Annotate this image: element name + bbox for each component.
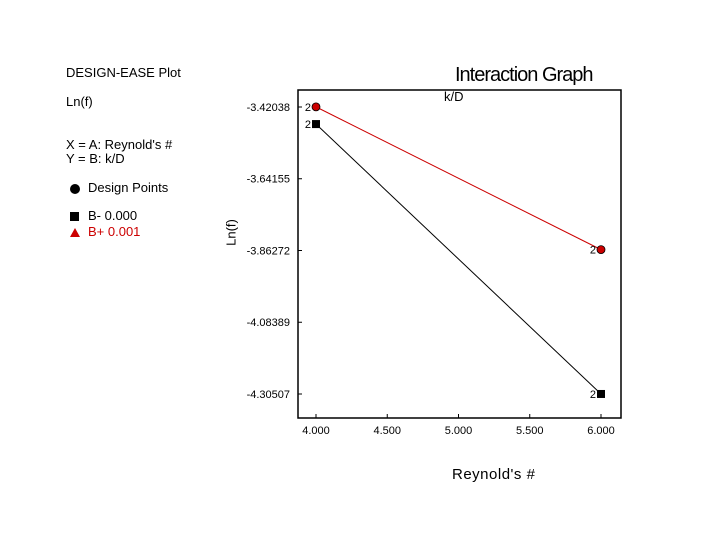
point-count-label: 2 (590, 389, 596, 401)
point-count-label: 2 (305, 102, 311, 114)
chart-subtitle: k/D (444, 89, 464, 104)
y-tick-label: -3.42038 (247, 102, 290, 114)
design-points-label: Design Points (88, 180, 169, 195)
x-factor-label: X = A: Reynold's # (66, 137, 173, 152)
legend-label-b-minus: B- 0.000 (88, 208, 138, 223)
series-line (315, 106, 602, 251)
plot-frame (297, 89, 622, 419)
response-label: Ln(f) (66, 94, 93, 109)
circle-marker-icon (70, 184, 80, 194)
x-axis-label: Reynold's # (452, 466, 536, 483)
y-tick-label: -4.30507 (247, 389, 290, 401)
x-tick-label: 4.000 (302, 425, 330, 437)
triangle-marker-icon (70, 228, 80, 237)
data-point-square (312, 120, 320, 129)
data-point-square (597, 389, 605, 398)
chart-title: Interaction Graph (455, 64, 594, 86)
series-line (315, 123, 602, 395)
data-point-triangle (596, 245, 606, 255)
point-count-label: 2 (590, 245, 596, 257)
x-tick-label: 6.000 (587, 425, 615, 437)
y-tick-label: -4.08389 (247, 317, 290, 329)
square-marker-icon (70, 212, 79, 221)
x-tick-label: 4.500 (373, 425, 401, 437)
y-tick-label: -3.86272 (247, 245, 290, 257)
software-label: DESIGN-EASE Plot (66, 65, 181, 80)
x-tick-label: 5.500 (516, 425, 544, 437)
y-factor-label: Y = B: k/D (66, 151, 125, 166)
x-tick-label: 5.000 (445, 425, 473, 437)
legend-label-b-plus: B+ 0.001 (88, 224, 141, 239)
y-tick-label: -3.64155 (247, 174, 290, 186)
data-point-triangle (311, 102, 321, 112)
point-count-label: 2 (305, 119, 311, 131)
